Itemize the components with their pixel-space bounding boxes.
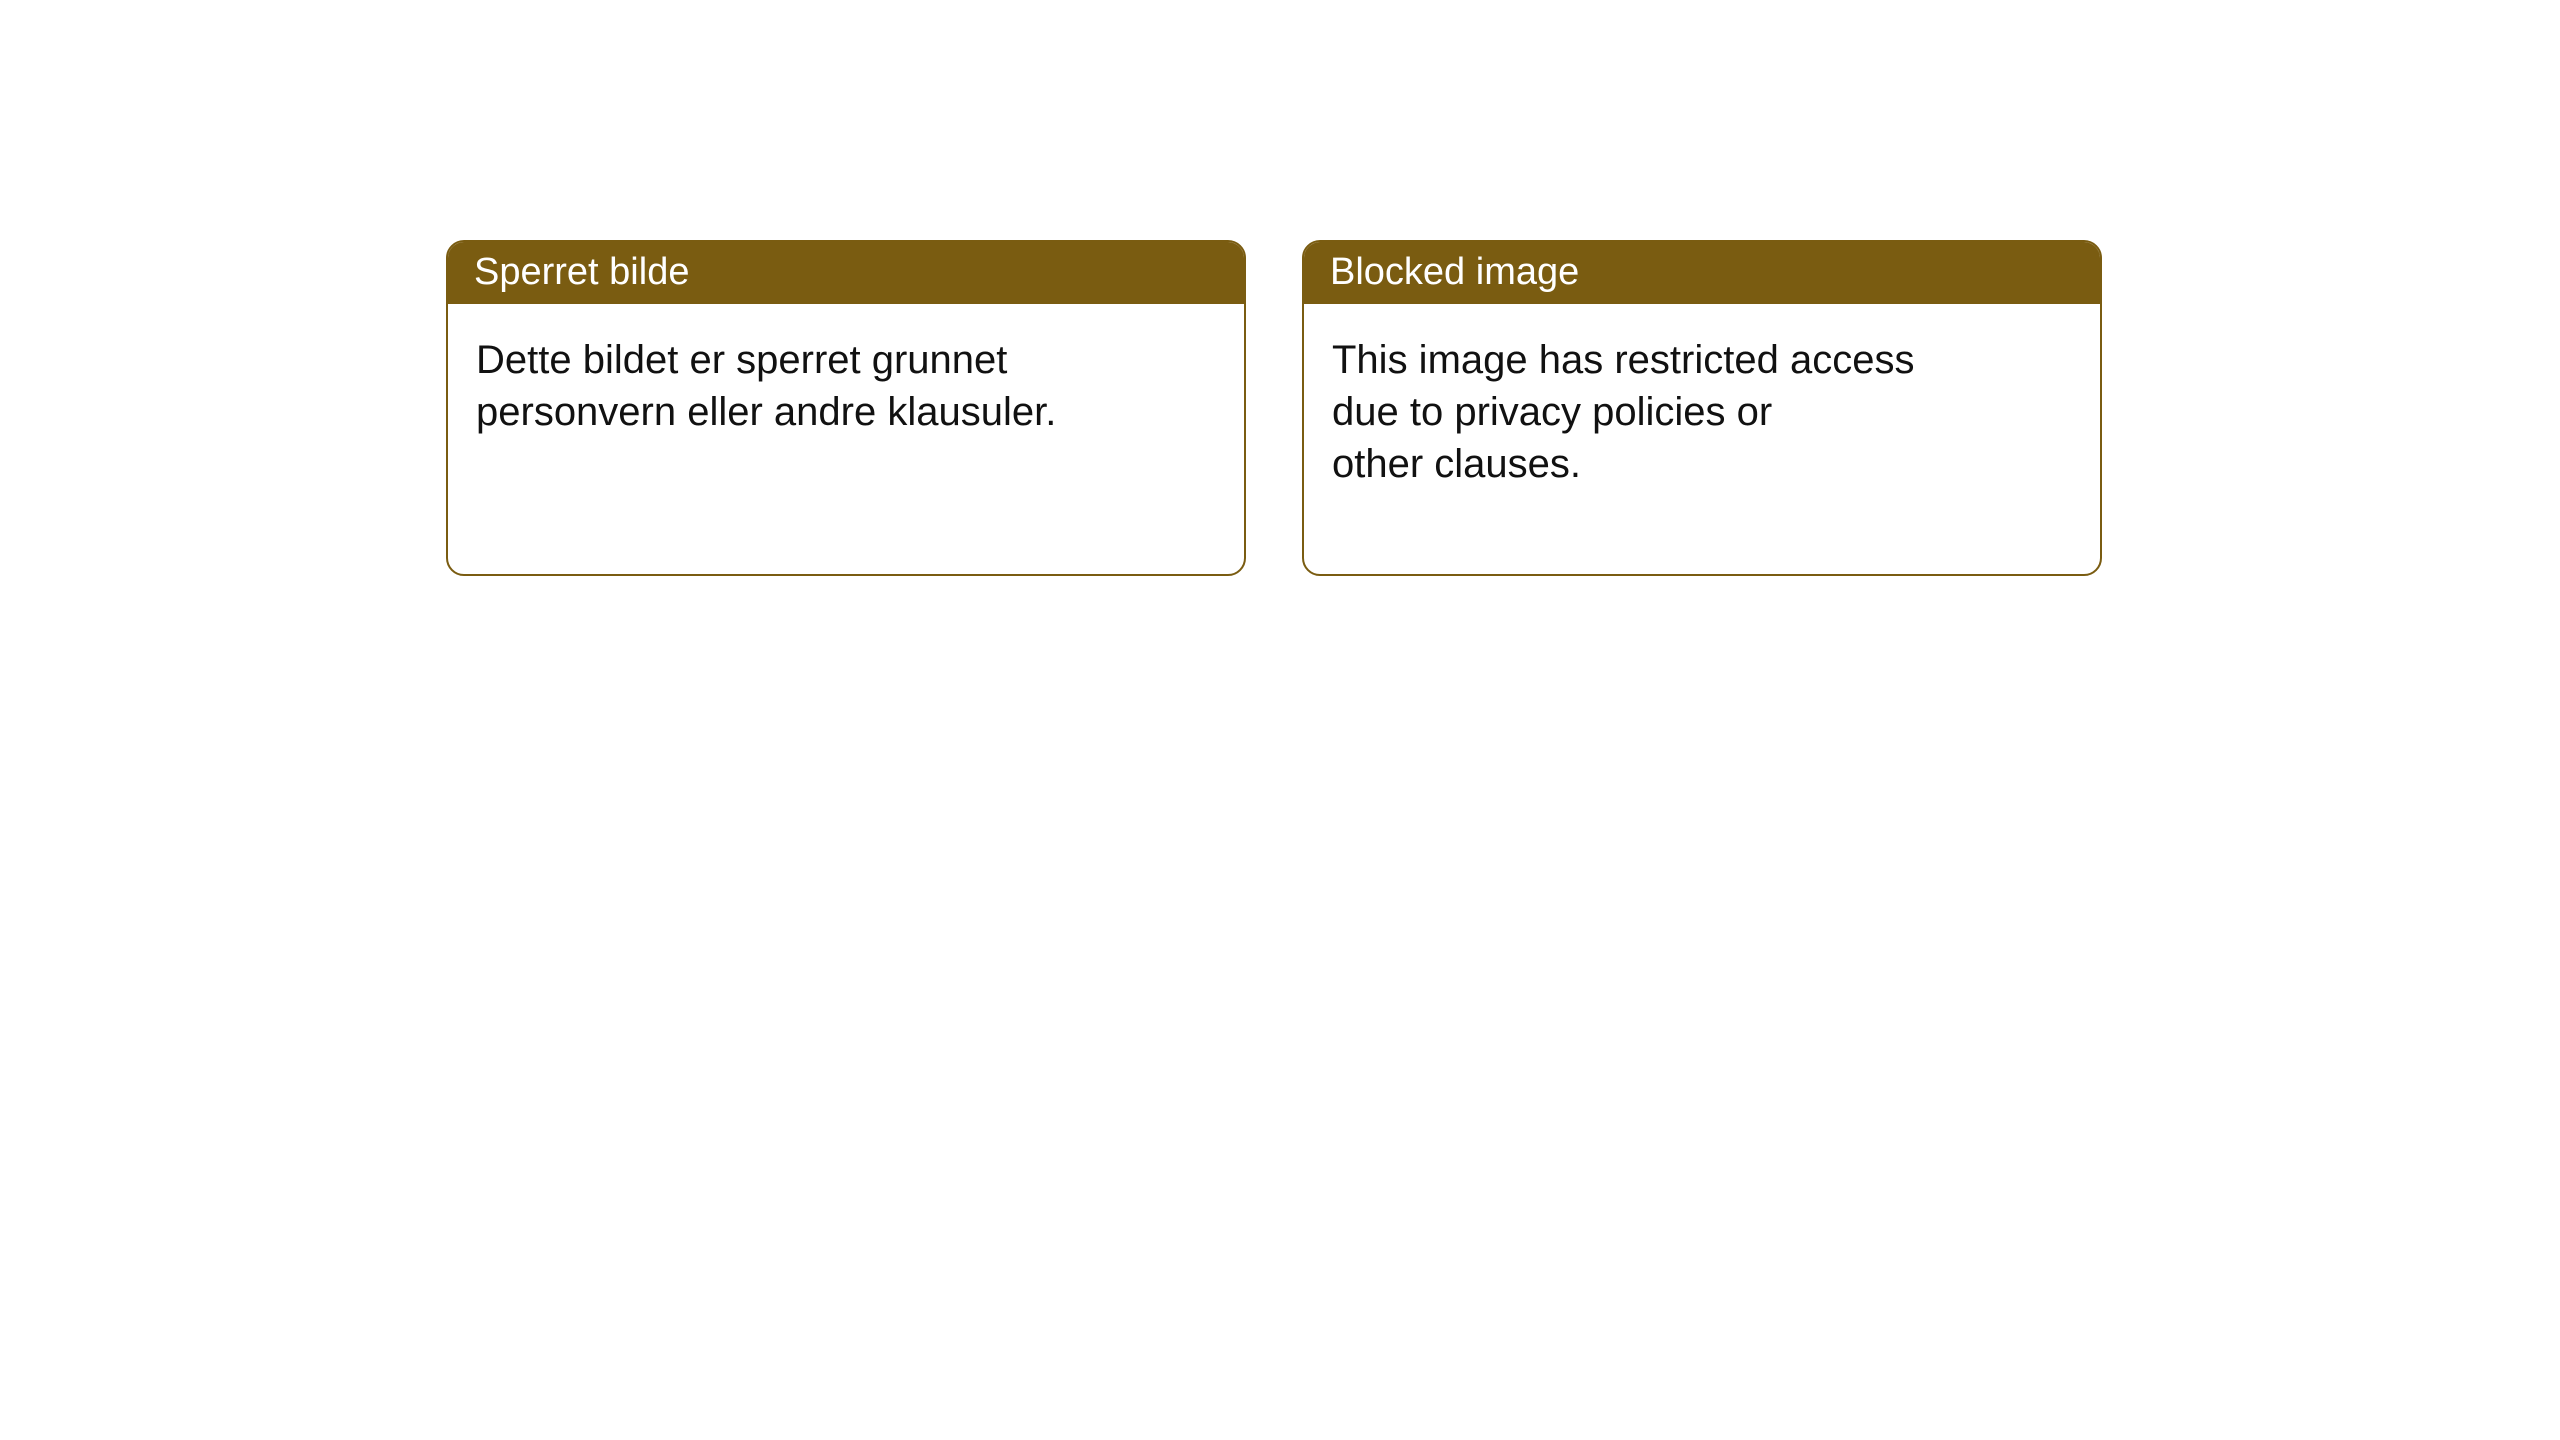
notice-title-en: Blocked image	[1304, 242, 2100, 304]
notice-cards-container: Sperret bilde Dette bildet er sperret gr…	[446, 240, 2102, 576]
notice-title-no: Sperret bilde	[448, 242, 1244, 304]
notice-card-en: Blocked image This image has restricted …	[1302, 240, 2102, 576]
notice-card-no: Sperret bilde Dette bildet er sperret gr…	[446, 240, 1246, 576]
notice-body-en: This image has restricted access due to …	[1304, 304, 2100, 520]
notice-body-no: Dette bildet er sperret grunnet personve…	[448, 304, 1244, 468]
